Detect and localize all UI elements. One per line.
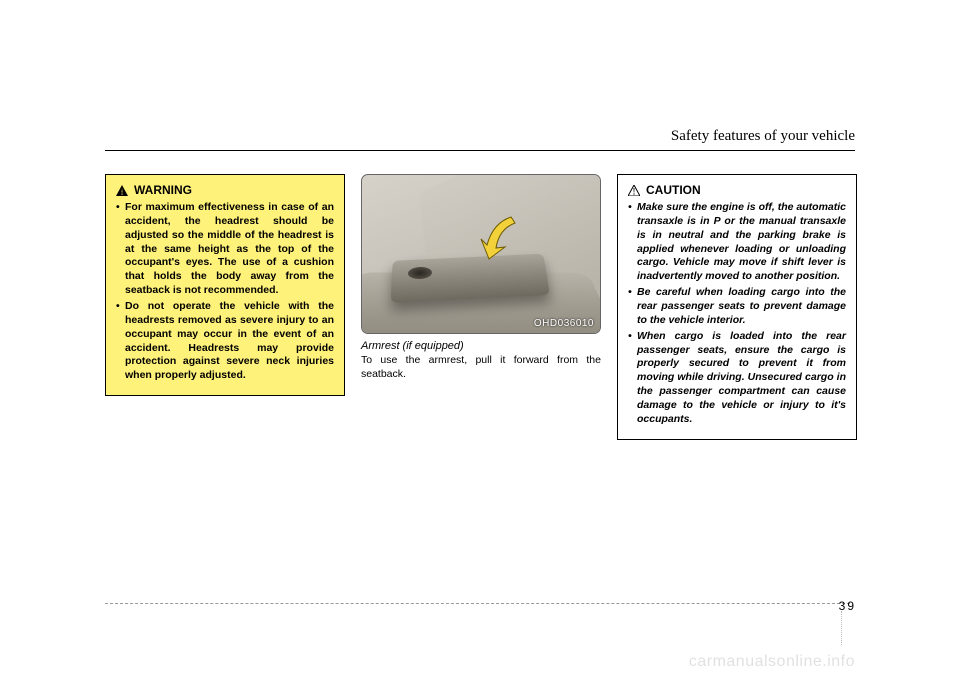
warning-icon xyxy=(116,185,128,196)
page-num: 9 xyxy=(847,599,854,613)
col-warning: WARNING For maximum effectiveness in cas… xyxy=(105,174,345,440)
footer-dotted-rule xyxy=(841,611,842,645)
warning-item: Do not operate the vehicle with the head… xyxy=(116,300,334,383)
manual-page: Safety features of your vehicle WARNING … xyxy=(0,0,960,679)
caution-list: Make sure the engine is off, the automat… xyxy=(628,201,846,427)
warning-title: WARNING xyxy=(116,183,334,197)
warning-title-text: WARNING xyxy=(134,183,192,197)
footer-rule xyxy=(105,603,850,604)
warning-item: For maximum effectiveness in case of an … xyxy=(116,201,334,298)
armrest-subtitle: Armrest (if equipped) xyxy=(361,340,601,352)
caution-item: Be careful when loading cargo into the r… xyxy=(628,286,846,328)
caution-icon xyxy=(628,185,640,196)
warning-list: For maximum effectiveness in case of an … xyxy=(116,201,334,383)
col-caution: CAUTION Make sure the engine is off, the… xyxy=(617,174,857,440)
photo-code: OHD036010 xyxy=(534,318,594,329)
header-rule xyxy=(105,150,855,151)
armrest-photo: OHD036010 xyxy=(361,174,601,334)
col-photo: OHD036010 Armrest (if equipped) To use t… xyxy=(361,174,601,440)
caution-item: When cargo is loaded into the rear passe… xyxy=(628,330,846,427)
section-heading: Safety features of your vehicle xyxy=(671,128,855,145)
caution-title-text: CAUTION xyxy=(646,183,701,197)
content-columns: WARNING For maximum effectiveness in cas… xyxy=(105,174,855,440)
warning-box: WARNING For maximum effectiveness in cas… xyxy=(105,174,345,396)
caution-title: CAUTION xyxy=(628,183,846,197)
caution-box: CAUTION Make sure the engine is off, the… xyxy=(617,174,857,440)
caution-item: Make sure the engine is off, the automat… xyxy=(628,201,846,284)
watermark: carmanualsonline.info xyxy=(689,653,855,671)
armrest-text: To use the armrest, pull it forward from… xyxy=(361,354,601,381)
